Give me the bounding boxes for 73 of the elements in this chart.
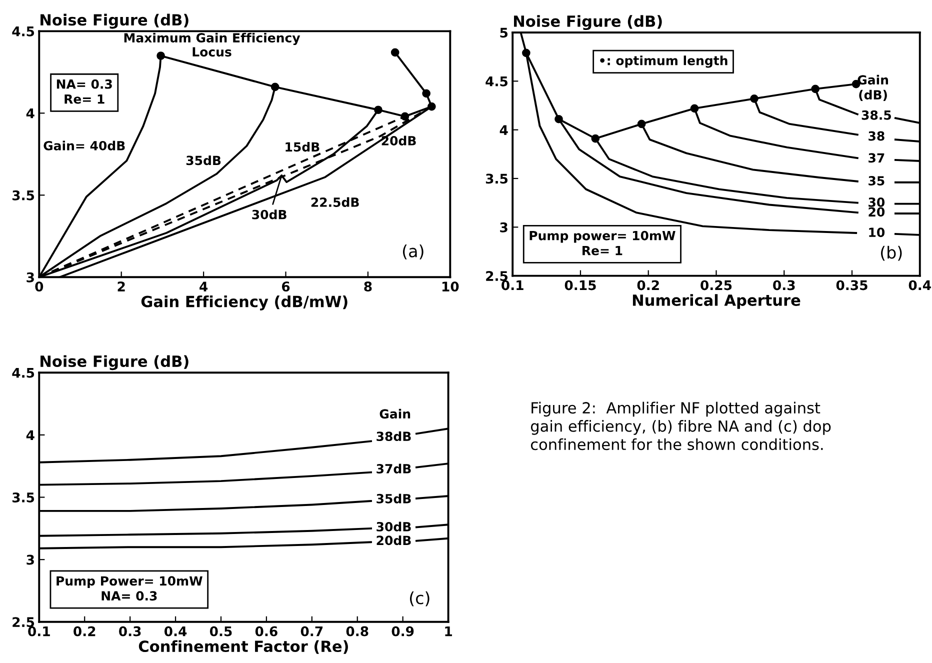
series-label: 35 [868,176,884,186]
x-tick-label: 0.6 [255,626,278,636]
x-tick-label: 6 [282,282,290,292]
annotation: (a) [402,244,424,260]
x-tick-label: 0.4 [908,280,931,290]
legend-label: 30dB [252,210,286,220]
series-label: 22.5dB [311,197,359,207]
y-tick-label: 4.5 [12,26,34,36]
annotation: Pump Power= 10mW NA= 0.3 [56,576,202,601]
y-tick-label: 2.5 [486,271,508,282]
y-tick-label: 4.5 [486,76,508,86]
x-tick-label: 0.1 [28,626,50,636]
x-axis-title: Numerical Aperture [632,294,800,309]
x-tick-label: 8 [364,282,372,292]
y-tick-label: 4.5 [12,368,34,378]
y-tick-label: 4 [26,430,34,440]
series-label: Gain= 40dB [44,140,125,150]
series-label: 30dB [376,522,411,532]
series-label: 15dB [286,142,320,152]
x-tick-label: 1 [445,626,452,636]
x-tick-label: 0 [35,282,44,292]
annotation: (b) [881,246,902,261]
x-tick-label: 0.35 [836,280,868,290]
series-label: 20dB [376,535,411,546]
y-tick-label: 5 [500,28,508,38]
series-label: 35dB [376,494,411,504]
series-label: Maximum Gain Efficiency Locus [124,32,300,57]
x-tick-label: 4 [200,282,208,292]
series-label: 30 [868,197,885,207]
y-tick-label: 4 [500,125,508,135]
y-tick-label: 3.5 [486,174,508,184]
x-tick-label: 0.9 [392,626,414,636]
x-tick-label: 0.7 [300,626,323,636]
y-tick-label: 3.5 [12,190,34,200]
series-label: 20 [868,207,885,217]
series-label: 38 [868,131,884,141]
x-tick-label: 0.3 [119,626,141,636]
x-tick-label: 0.25 [700,280,732,290]
y-axis-title: Noise Figure (dB) [40,14,188,29]
y-tick-label: 3 [26,272,34,282]
annotation: (c) [410,591,430,606]
x-tick-label: 10 [442,282,459,292]
y-axis-title: Noise Figure (dB) [514,15,662,30]
x-tick-label: 0.3 [773,280,795,290]
x-tick-label: 0.2 [74,626,96,636]
y-tick-label: 3 [26,554,34,565]
x-tick-label: 0.5 [210,626,232,636]
y-tick-label: 3.5 [12,492,34,502]
y-tick-label: 4 [26,108,34,118]
x-tick-label: 0.4 [164,626,187,636]
series-label: 10 [869,228,885,238]
y-tick-label: 3 [500,222,508,232]
caption: Figure 2: Amplifier NF plotted against gain efficiency, (b) fibre NA and (c) dop confinement for the shown conditions. [530,402,831,450]
series-label: 20dB [382,136,416,146]
series-label: 37dB [376,464,411,474]
series-label: 35dB [186,155,221,166]
x-axis-title: Confinement Factor (Re) [138,640,348,654]
annotation: •: optimum length [600,56,728,68]
x-tick-label: 0.2 [637,280,659,290]
x-tick-label: 0.15 [564,280,596,290]
x-tick-label: 0.1 [502,280,524,290]
annotation: NA= 0.3 Re= 1 [56,79,112,104]
annotation: Gain [380,408,410,419]
y-tick-label: 2.5 [12,617,34,628]
y-axis-title: Noise Figure (dB) [40,355,188,370]
series-label: 38dB [376,431,411,442]
x-tick-label: 0.8 [346,626,368,636]
series-label: 38.5 [862,110,891,120]
x-tick-label: 2 [118,282,125,292]
series-label: 37 [868,153,884,163]
annotation: Pump power= 10mW Re= 1 [530,230,676,256]
annotation: Gain (dB) [858,74,888,102]
x-axis-title: Gain Efficiency (dB/mW) [141,295,348,310]
